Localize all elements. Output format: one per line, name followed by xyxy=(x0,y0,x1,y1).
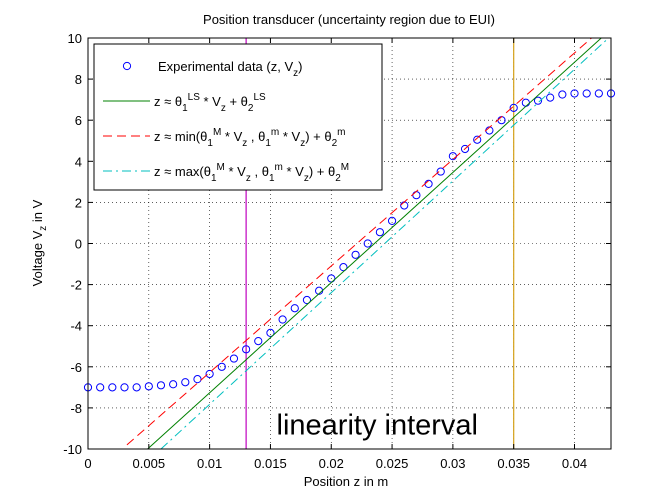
data-point xyxy=(242,345,251,354)
data-point xyxy=(546,93,555,102)
y-tick-label: 6 xyxy=(75,113,82,128)
legend-label-least-squares: z ≈ θ1LS * Vz + θ2LS xyxy=(154,92,266,114)
x-axis-label: Position z in m xyxy=(304,474,389,489)
data-point xyxy=(156,381,166,390)
legend-label-max-bound: z ≈ max(θ1M * Vz , θ1m * Vz) + θ2M xyxy=(154,162,349,184)
data-point xyxy=(509,103,518,112)
y-tick-label: -8 xyxy=(70,401,82,416)
data-point xyxy=(436,167,445,176)
y-tick-label: -6 xyxy=(70,360,82,375)
data-point xyxy=(400,201,409,210)
data-point xyxy=(460,144,470,154)
least-squares-line xyxy=(147,38,602,449)
data-point xyxy=(205,369,214,379)
chart-title: Position transducer (uncertainty region … xyxy=(203,12,495,27)
series-layer xyxy=(83,38,616,449)
data-point xyxy=(302,295,312,305)
data-point xyxy=(594,89,603,98)
legend-marker xyxy=(122,61,132,71)
data-point xyxy=(558,90,567,99)
data-point xyxy=(120,383,129,392)
data-point xyxy=(387,216,397,225)
data-point xyxy=(582,89,591,98)
x-tick-label: 0.015 xyxy=(254,456,287,471)
data-point xyxy=(229,354,239,363)
data-point xyxy=(533,96,543,105)
data-point xyxy=(339,263,348,272)
x-tick-label: 0.02 xyxy=(319,456,344,471)
x-tick-label: 0 xyxy=(84,456,91,471)
data-point xyxy=(278,315,287,324)
data-point xyxy=(169,380,178,389)
data-point xyxy=(217,362,226,371)
legend-box xyxy=(93,43,383,191)
min-bound-line xyxy=(126,38,592,446)
x-tick-label: 0.03 xyxy=(440,456,465,471)
data-point xyxy=(351,250,360,259)
data-point xyxy=(254,337,263,346)
linearity-interval-annotation: linearity interval xyxy=(277,410,478,442)
data-point xyxy=(266,328,275,337)
data-point xyxy=(290,304,299,313)
legend-label-min-bound: z ≈ min(θ1M * Vz , θ1m * Vz) + θ2m xyxy=(154,127,345,149)
data-point xyxy=(132,383,141,392)
y-tick-label: 10 xyxy=(68,31,82,46)
y-tick-label: 0 xyxy=(75,237,82,252)
data-point xyxy=(108,383,117,392)
y-tick-label: 8 xyxy=(75,72,82,87)
data-point xyxy=(473,135,482,144)
y-tick-label: -10 xyxy=(63,442,82,457)
data-point xyxy=(570,89,579,98)
data-point xyxy=(363,239,372,248)
data-point xyxy=(375,228,385,237)
data-point xyxy=(96,383,105,392)
x-tick-label: 0.04 xyxy=(562,456,587,471)
y-tick-label: -2 xyxy=(70,278,82,293)
data-point xyxy=(521,98,530,107)
x-tick-label: 0.005 xyxy=(133,456,166,471)
data-point xyxy=(193,375,202,384)
legend: Experimental data (z, Vz) z ≈ θ1LS * Vz +… xyxy=(93,43,383,191)
x-tick-label: 0.025 xyxy=(376,456,409,471)
max-bound-line xyxy=(160,38,609,449)
legend-label-experimental: Experimental data (z, Vz) xyxy=(158,59,302,79)
x-tick-label: 0.035 xyxy=(497,456,530,471)
data-point xyxy=(412,191,421,200)
data-point xyxy=(144,382,153,391)
x-tick-label: 0.01 xyxy=(197,456,222,471)
y-axis-label: Voltage Vz in V xyxy=(30,199,49,286)
y-tick-label: 2 xyxy=(75,195,82,210)
y-tick-label: -4 xyxy=(70,319,82,334)
y-tick-label: 4 xyxy=(75,154,82,169)
tick-layer: 0 0.005 0.01 0.015 0.02 0.025 0.03 0.035 0.04 -10… xyxy=(63,31,611,471)
data-point xyxy=(181,378,190,387)
